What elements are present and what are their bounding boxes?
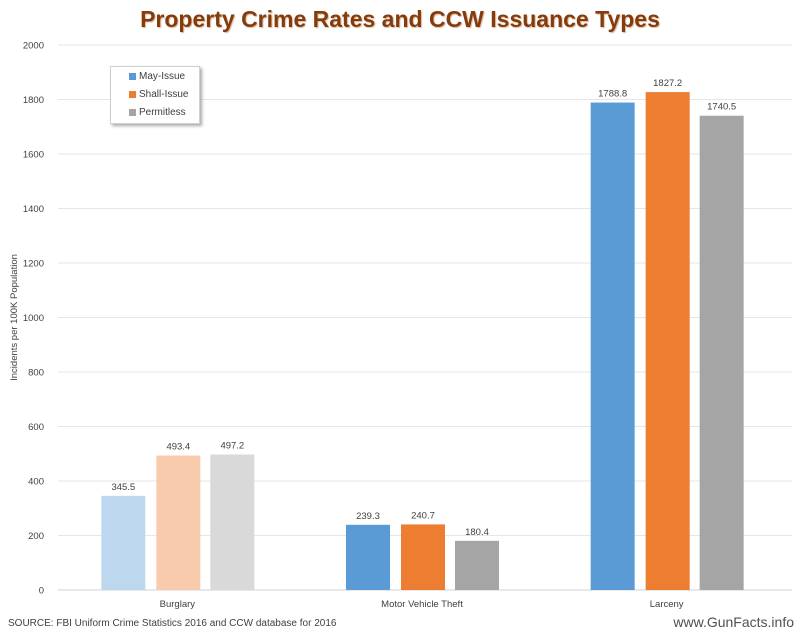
x-tick-label: Larceny xyxy=(650,599,684,610)
bar xyxy=(590,102,635,590)
data-label: 240.7 xyxy=(411,510,435,521)
y-tick-label: 400 xyxy=(28,477,44,488)
bar xyxy=(699,115,744,591)
y-tick-label: 0 xyxy=(39,586,44,597)
y-tick-label: 2000 xyxy=(23,41,44,52)
legend-swatch xyxy=(129,72,136,80)
legend-swatch xyxy=(129,108,136,116)
legend-label: Shall-Issue xyxy=(139,88,189,100)
site-watermark: www.GunFacts.info xyxy=(673,614,794,630)
y-axis-label: Incidents per 100K Population xyxy=(9,254,20,381)
y-tick-label: 1400 xyxy=(23,204,44,215)
legend-item: Shall-Issue xyxy=(111,85,199,103)
x-tick-label: Burglary xyxy=(160,599,196,610)
data-label: 1827.2 xyxy=(653,78,682,89)
data-label: 345.5 xyxy=(111,482,135,493)
source-note: SOURCE: FBI Uniform Crime Statistics 201… xyxy=(8,618,337,629)
legend-item: May-Issue xyxy=(111,67,199,85)
data-label: 180.4 xyxy=(465,527,489,538)
data-label: 1740.5 xyxy=(707,102,736,113)
bar xyxy=(101,495,146,590)
data-label: 497.2 xyxy=(220,441,244,452)
data-label: 1788.8 xyxy=(598,89,627,100)
y-tick-label: 1800 xyxy=(23,95,44,106)
y-tick-label: 1600 xyxy=(23,150,44,161)
bar xyxy=(455,540,499,590)
data-label: 493.4 xyxy=(166,442,190,453)
bar xyxy=(210,454,255,590)
x-tick-label: Motor Vehicle Theft xyxy=(381,599,463,610)
bar xyxy=(156,455,201,590)
legend-label: May-Issue xyxy=(139,70,186,82)
legend-label: Permitless xyxy=(139,106,186,118)
bar xyxy=(645,92,690,590)
legend: May-Issue Shall-Issue Permitless xyxy=(110,66,200,124)
chart-title: Property Crime Rates and CCW Issuance Ty… xyxy=(140,6,660,32)
data-label: 239.3 xyxy=(356,511,380,522)
y-tick-label: 200 xyxy=(28,531,44,542)
y-tick-label: 600 xyxy=(28,422,44,433)
bar xyxy=(346,524,390,590)
legend-swatch xyxy=(129,90,136,98)
y-tick-label: 1200 xyxy=(23,259,44,270)
legend-item: Permitless xyxy=(111,103,199,121)
y-tick-label: 800 xyxy=(28,368,44,379)
y-tick-label: 1000 xyxy=(23,313,44,324)
bar xyxy=(401,524,445,590)
